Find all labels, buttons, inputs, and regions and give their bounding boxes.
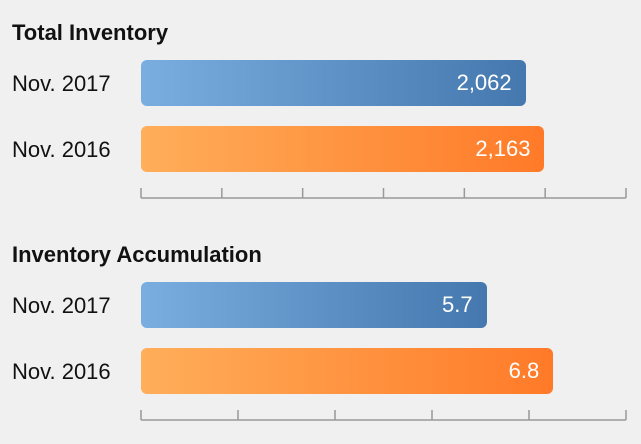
bar-value-label: 2,163 <box>475 136 531 161</box>
x-axis <box>140 410 627 421</box>
category-label: Nov. 2017 <box>12 71 111 96</box>
bar-value-label: 2,062 <box>456 70 512 95</box>
bar-nov-2017: 2,062 <box>141 60 526 106</box>
x-axis <box>140 188 627 199</box>
bar-nov-2016: 6.8 <box>141 348 554 394</box>
chart-title: Total Inventory <box>12 20 169 45</box>
bar-value-label: 6.8 <box>508 358 540 383</box>
bar-value-label: 5.7 <box>441 292 473 317</box>
category-label: Nov. 2017 <box>12 293 111 318</box>
category-label: Nov. 2016 <box>12 137 111 162</box>
chart-title: Inventory Accumulation <box>12 242 262 267</box>
bar-nov-2016: 2,163 <box>141 126 545 172</box>
bar-nov-2017: 5.7 <box>141 282 487 328</box>
category-label: Nov. 2016 <box>12 359 111 384</box>
